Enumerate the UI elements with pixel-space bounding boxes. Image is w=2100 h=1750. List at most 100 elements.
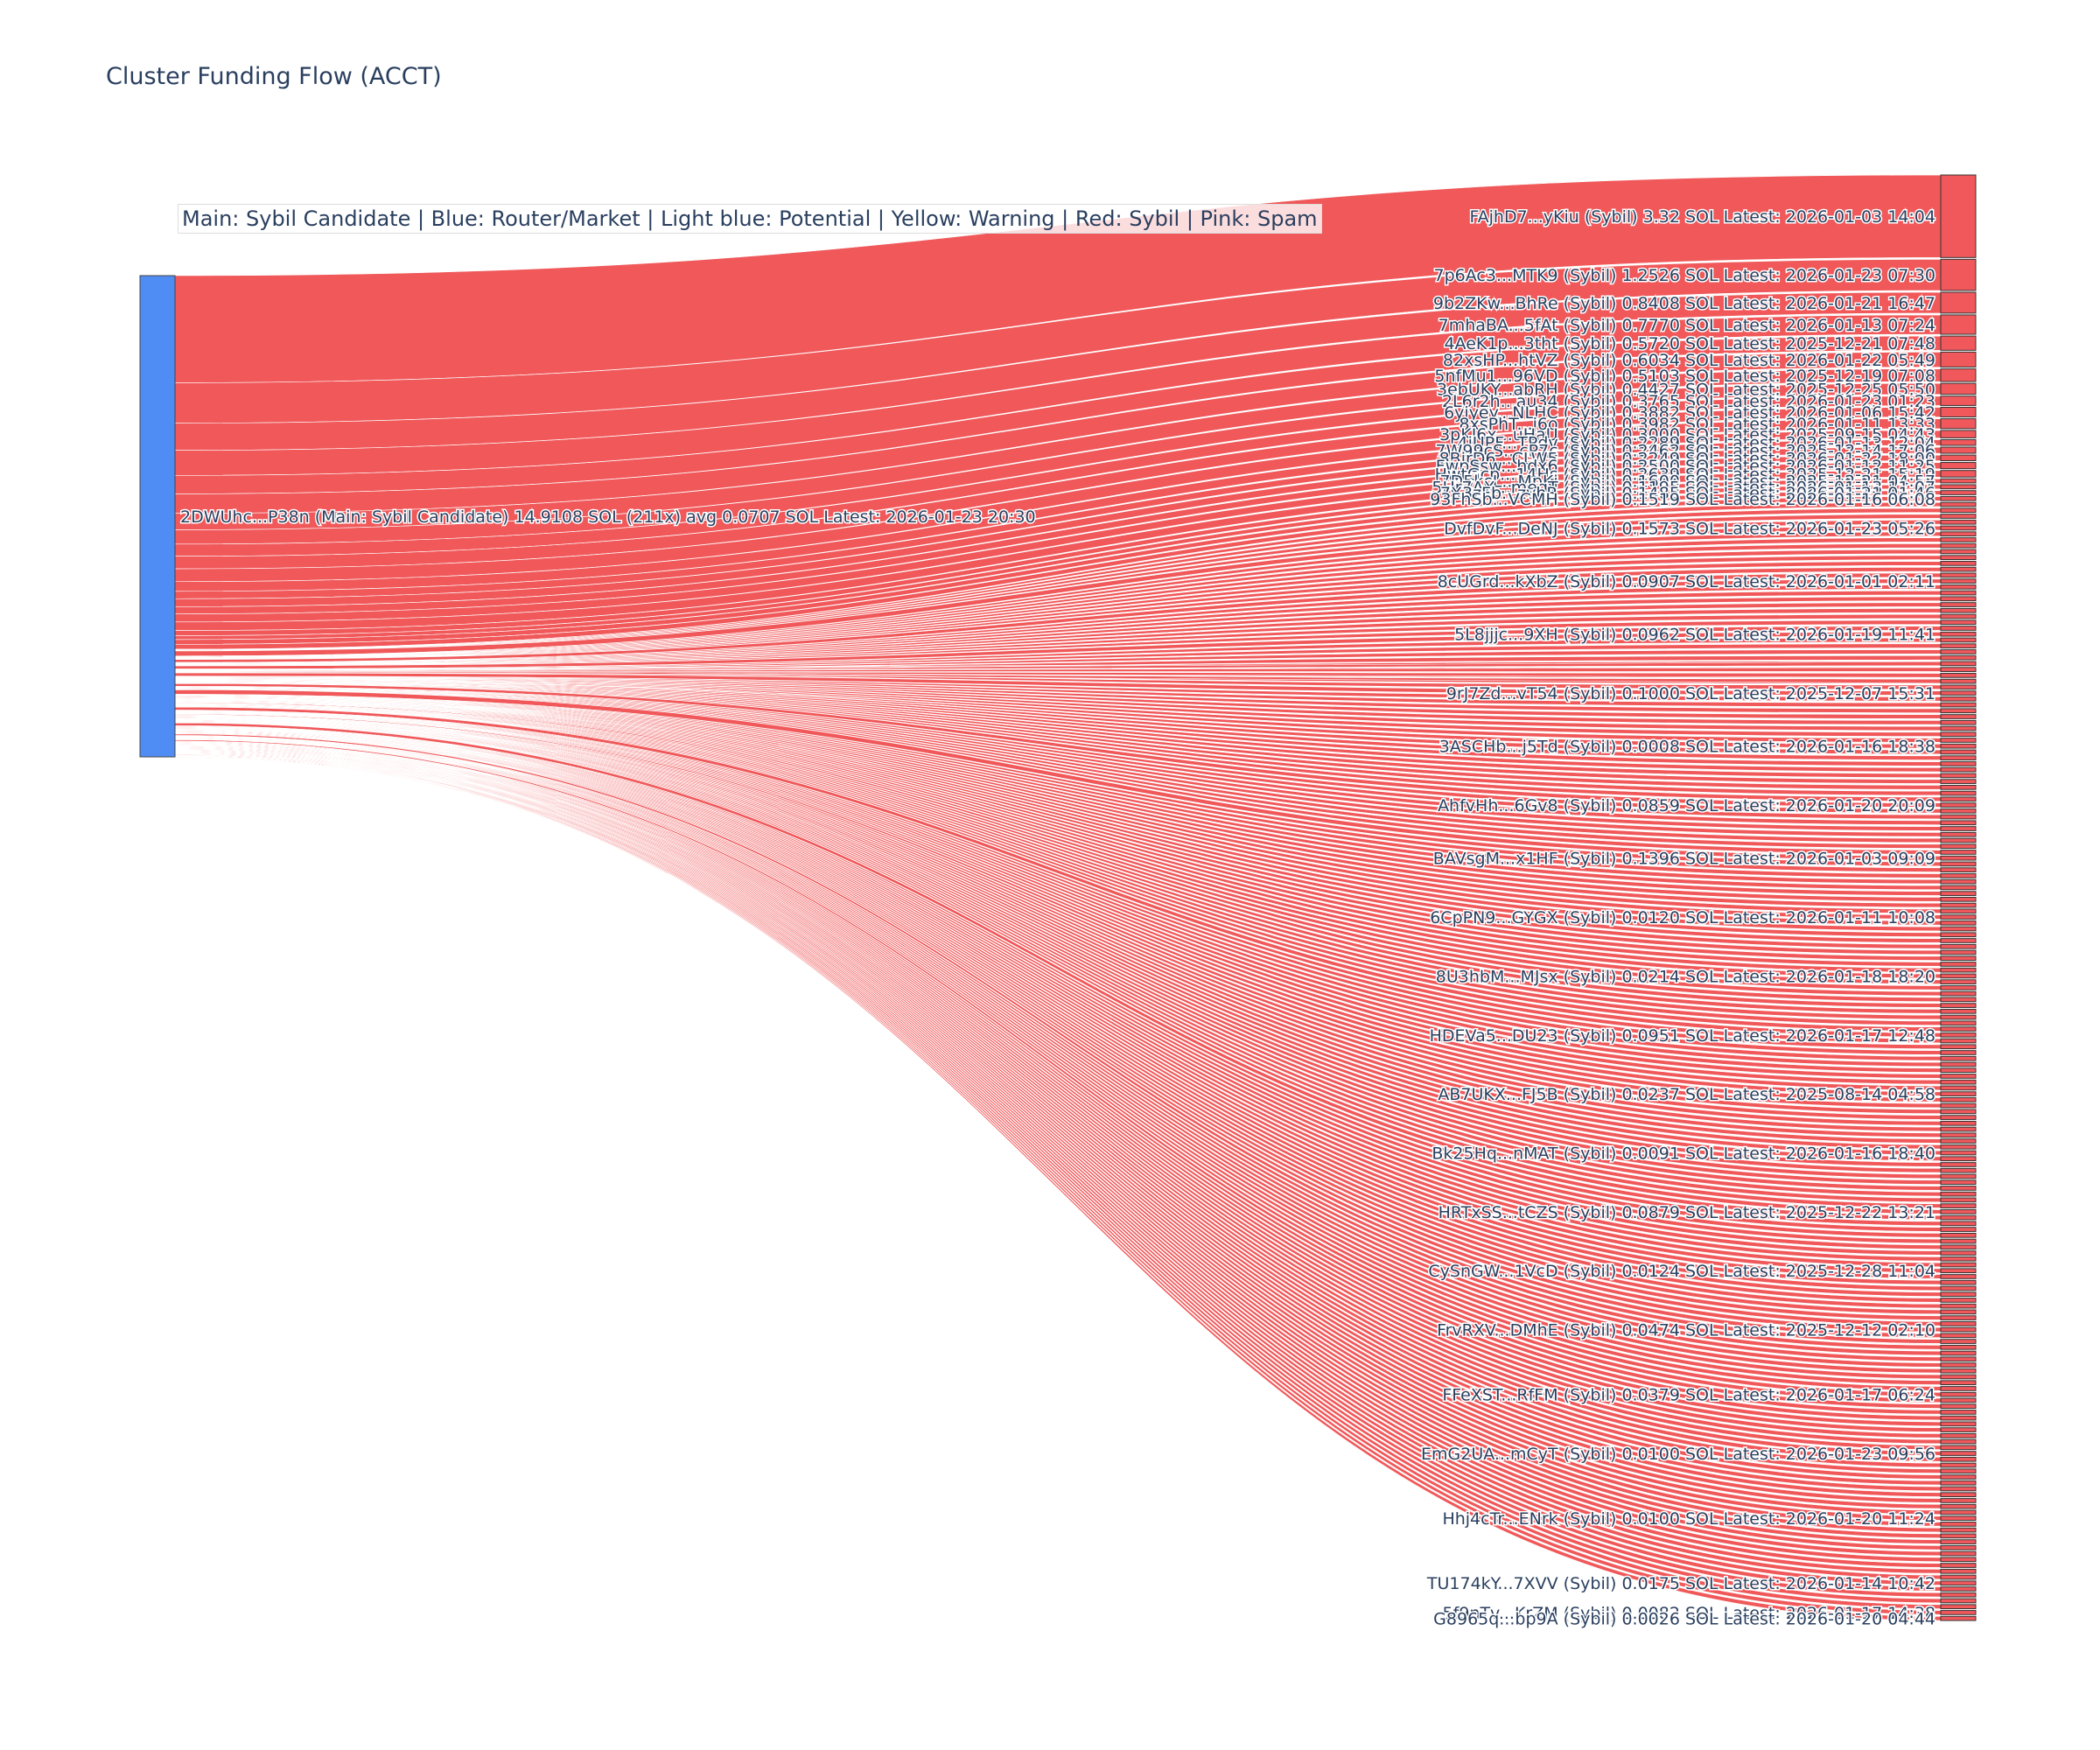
target-node[interactable] <box>1940 1132 1977 1138</box>
target-node[interactable] <box>1940 607 1977 613</box>
target-node[interactable] <box>1940 661 1977 667</box>
target-node[interactable] <box>1940 478 1977 484</box>
target-node[interactable] <box>1940 470 1977 478</box>
target-node[interactable] <box>1940 920 1977 926</box>
target-node[interactable] <box>1940 1074 1977 1079</box>
target-node[interactable] <box>1940 1350 1977 1356</box>
target-node[interactable] <box>1940 749 1977 755</box>
target-node[interactable] <box>1940 1563 1977 1568</box>
target-node[interactable] <box>1940 1303 1977 1309</box>
target-node[interactable] <box>1940 896 1977 902</box>
target-node[interactable] <box>1940 1374 1977 1380</box>
target-node[interactable] <box>1940 631 1977 637</box>
target-node[interactable] <box>1940 1091 1977 1096</box>
target-node[interactable] <box>1940 1180 1977 1186</box>
target-node[interactable] <box>1940 1356 1977 1362</box>
target-node[interactable] <box>1940 1227 1977 1232</box>
target-node[interactable] <box>1940 1050 1977 1055</box>
target-node[interactable] <box>1940 1415 1977 1421</box>
target-node[interactable] <box>1940 1503 1977 1509</box>
target-node[interactable] <box>1940 637 1977 643</box>
target-node[interactable] <box>1940 826 1977 831</box>
target-node[interactable] <box>1940 531 1977 537</box>
target-node[interactable] <box>1940 649 1977 654</box>
target-node[interactable] <box>1940 613 1977 620</box>
target-node[interactable] <box>1940 943 1977 949</box>
target-node[interactable] <box>1940 885 1977 891</box>
target-node[interactable] <box>1940 1344 1977 1350</box>
target-node[interactable] <box>1940 973 1977 979</box>
target-node[interactable] <box>1940 1026 1977 1032</box>
target-node[interactable] <box>1940 1221 1977 1227</box>
target-node[interactable] <box>1940 1292 1977 1298</box>
target-node[interactable] <box>1940 808 1977 814</box>
target-node[interactable] <box>1940 1462 1977 1468</box>
target-node[interactable] <box>1940 1144 1977 1150</box>
target-node[interactable] <box>1940 572 1977 578</box>
target-node[interactable] <box>1940 949 1977 956</box>
target-node[interactable] <box>1940 1209 1977 1214</box>
target-node[interactable] <box>1940 802 1977 808</box>
target-node[interactable] <box>1940 902 1977 908</box>
target-node[interactable] <box>1940 454 1977 461</box>
target-node[interactable] <box>1940 1256 1977 1262</box>
target-node[interactable] <box>1940 602 1977 607</box>
target-node[interactable] <box>1940 761 1977 766</box>
target-node[interactable] <box>1940 519 1977 525</box>
target-node[interactable] <box>1940 1321 1977 1326</box>
target-node[interactable] <box>1940 738 1977 743</box>
target-node[interactable] <box>1940 1085 1977 1091</box>
target-node[interactable] <box>1940 1492 1977 1498</box>
target-node[interactable] <box>1940 514 1977 519</box>
target-node[interactable] <box>1940 1509 1977 1516</box>
target-node[interactable] <box>1940 578 1977 584</box>
target-node[interactable] <box>1940 820 1977 826</box>
target-node[interactable] <box>1940 351 1977 368</box>
target-node[interactable] <box>1940 1214 1977 1221</box>
target-node[interactable] <box>1940 335 1977 351</box>
target-node[interactable] <box>1940 1173 1977 1180</box>
target-node[interactable] <box>1940 1362 1977 1368</box>
target-node[interactable] <box>1940 690 1977 696</box>
target-node[interactable] <box>1940 501 1977 508</box>
target-node[interactable] <box>1940 396 1977 406</box>
target-node[interactable] <box>1940 702 1977 708</box>
target-node[interactable] <box>1940 1598 1977 1604</box>
target-node[interactable] <box>1940 555 1977 560</box>
target-node[interactable] <box>1940 314 1977 335</box>
target-node[interactable] <box>1940 1014 1977 1020</box>
target-node[interactable] <box>1940 1604 1977 1610</box>
target-node[interactable] <box>1940 1038 1977 1044</box>
target-node[interactable] <box>1940 1044 1977 1050</box>
target-node[interactable] <box>1940 1368 1977 1374</box>
target-node[interactable] <box>1940 654 1977 661</box>
target-node[interactable] <box>1940 643 1977 649</box>
target-node[interactable] <box>1940 1550 1977 1557</box>
target-node[interactable] <box>1940 1186 1977 1191</box>
target-node[interactable] <box>1940 549 1977 555</box>
target-node[interactable] <box>1940 1397 1977 1404</box>
target-node[interactable] <box>1940 1592 1977 1598</box>
target-node[interactable] <box>1940 844 1977 850</box>
target-node[interactable] <box>1940 1386 1977 1391</box>
target-node[interactable] <box>1940 1138 1977 1144</box>
target-node[interactable] <box>1940 1102 1977 1109</box>
target-node[interactable] <box>1940 1432 1977 1438</box>
target-node[interactable] <box>1940 1244 1977 1250</box>
target-node[interactable] <box>1940 590 1977 596</box>
target-node[interactable] <box>1940 785 1977 790</box>
target-node[interactable] <box>1940 997 1977 1003</box>
target-node[interactable] <box>1940 258 1977 291</box>
target-node[interactable] <box>1940 1055 1977 1061</box>
target-node[interactable] <box>1940 956 1977 962</box>
target-node[interactable] <box>1940 1480 1977 1486</box>
target-node[interactable] <box>1940 1586 1977 1592</box>
target-node[interactable] <box>1940 1109 1977 1115</box>
target-node[interactable] <box>1940 1079 1977 1085</box>
target-node[interactable] <box>1940 406 1977 418</box>
target-node[interactable] <box>1940 1068 1977 1074</box>
target-node[interactable] <box>1940 584 1977 590</box>
target-node[interactable] <box>1940 850 1977 855</box>
target-node[interactable] <box>1940 938 1977 943</box>
target-node[interactable] <box>1940 620 1977 626</box>
